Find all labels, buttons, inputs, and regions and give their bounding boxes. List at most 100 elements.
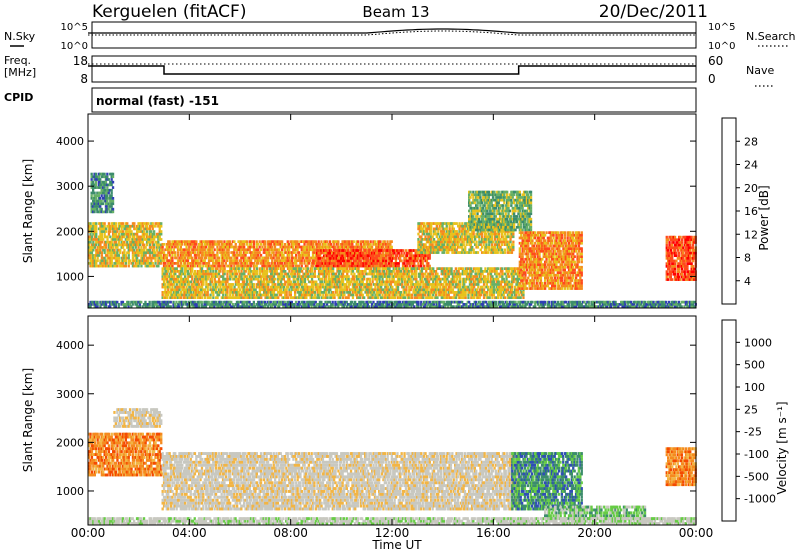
echo-cell — [316, 249, 319, 252]
echo-cell — [248, 251, 251, 254]
echo-cell — [327, 277, 331, 281]
echo-cell — [100, 207, 103, 211]
echo-cell — [106, 235, 109, 239]
echo-cell — [241, 283, 245, 286]
echo-cell — [147, 262, 150, 265]
echo-cell — [236, 267, 239, 270]
echo-cell — [501, 270, 504, 273]
echo-cell — [389, 291, 393, 294]
echo-cell — [344, 251, 347, 254]
echo-cell — [165, 253, 168, 257]
echo-cell — [349, 257, 353, 260]
echo-cell — [185, 280, 188, 284]
echo-cell — [339, 264, 343, 268]
echo-cell — [366, 257, 369, 260]
echo-cell — [100, 188, 103, 192]
echo-cell — [127, 235, 130, 239]
echo-cell — [334, 277, 338, 281]
echo-cell — [340, 288, 343, 292]
echo-cell — [375, 251, 378, 255]
echo-cell — [330, 249, 333, 252]
echo-cell — [184, 253, 187, 257]
echo-cell — [451, 272, 455, 276]
echo-cell — [377, 240, 381, 243]
echo-cell — [266, 253, 270, 257]
echo-cell — [470, 277, 473, 281]
echo-cell — [174, 243, 177, 246]
echo-cell — [319, 280, 322, 284]
echo-cell — [238, 240, 242, 243]
echo-cell — [508, 270, 511, 273]
echo-cell — [341, 270, 345, 273]
echo-cell — [427, 296, 431, 299]
echo-cell — [243, 291, 246, 294]
echo-cell — [164, 275, 167, 278]
echo-cell — [227, 296, 230, 299]
echo-cell — [95, 238, 98, 241]
echo-cell — [336, 277, 339, 281]
echo-cell — [351, 288, 355, 292]
echo-cell — [284, 288, 287, 292]
echo-cell — [511, 283, 514, 286]
echo-cell — [212, 256, 215, 260]
echo-cell — [351, 262, 354, 265]
echo-cell — [99, 248, 102, 252]
echo-cell — [427, 275, 431, 278]
echo-cell — [294, 293, 297, 297]
echo-cell — [379, 264, 382, 268]
echo-cell — [158, 232, 161, 236]
echo-cell — [250, 285, 253, 289]
echo-cell — [250, 243, 253, 246]
echo-cell — [340, 283, 343, 286]
echo-cell — [451, 288, 455, 292]
echo-cell — [307, 248, 310, 252]
echo-cell — [226, 285, 229, 289]
echo-cell — [172, 243, 175, 246]
echo-cell — [130, 238, 133, 241]
echo-cell — [430, 272, 433, 276]
echo-cell — [327, 291, 331, 294]
echo-cell — [354, 291, 357, 294]
echo-cell — [392, 254, 395, 258]
echo-cell — [306, 253, 309, 257]
echo-cell — [302, 275, 305, 278]
echo-cell — [93, 227, 96, 231]
echo-cell — [489, 270, 493, 273]
echo-cell — [266, 248, 270, 252]
echo-cell — [271, 280, 274, 284]
echo-cell — [363, 240, 367, 243]
echo-cell — [254, 251, 257, 254]
echo-cell — [292, 240, 295, 243]
echo-cell — [345, 259, 348, 263]
echo-cell — [209, 270, 212, 273]
echo-cell — [233, 256, 236, 260]
echo-cell — [272, 275, 276, 278]
echo-cell — [329, 288, 332, 292]
echo-cell — [90, 205, 93, 208]
echo-cell — [426, 267, 429, 270]
echo-cell — [88, 224, 91, 228]
echo-cell — [184, 293, 187, 297]
echo-cell — [388, 270, 391, 273]
echo-cell — [333, 248, 336, 252]
echo-cell — [358, 283, 362, 286]
echo-cell — [378, 275, 381, 278]
echo-cell — [394, 267, 397, 270]
echo-cell — [92, 232, 95, 236]
echo-cell — [327, 275, 331, 278]
echo-cell — [191, 296, 194, 299]
echo-cell — [290, 256, 294, 260]
echo-cell — [348, 267, 352, 270]
echo-cell — [198, 253, 201, 257]
echo-cell — [512, 296, 515, 299]
echo-cell — [310, 240, 313, 243]
echo-cell — [377, 283, 380, 286]
echo-cell — [288, 291, 291, 294]
echo-cell — [95, 232, 98, 236]
echo-cell — [361, 240, 364, 243]
echo-cell — [247, 283, 250, 286]
echo-cell — [200, 280, 204, 284]
echo-cell — [375, 296, 378, 299]
echo-cell — [380, 283, 383, 286]
echo-cell — [313, 272, 316, 276]
